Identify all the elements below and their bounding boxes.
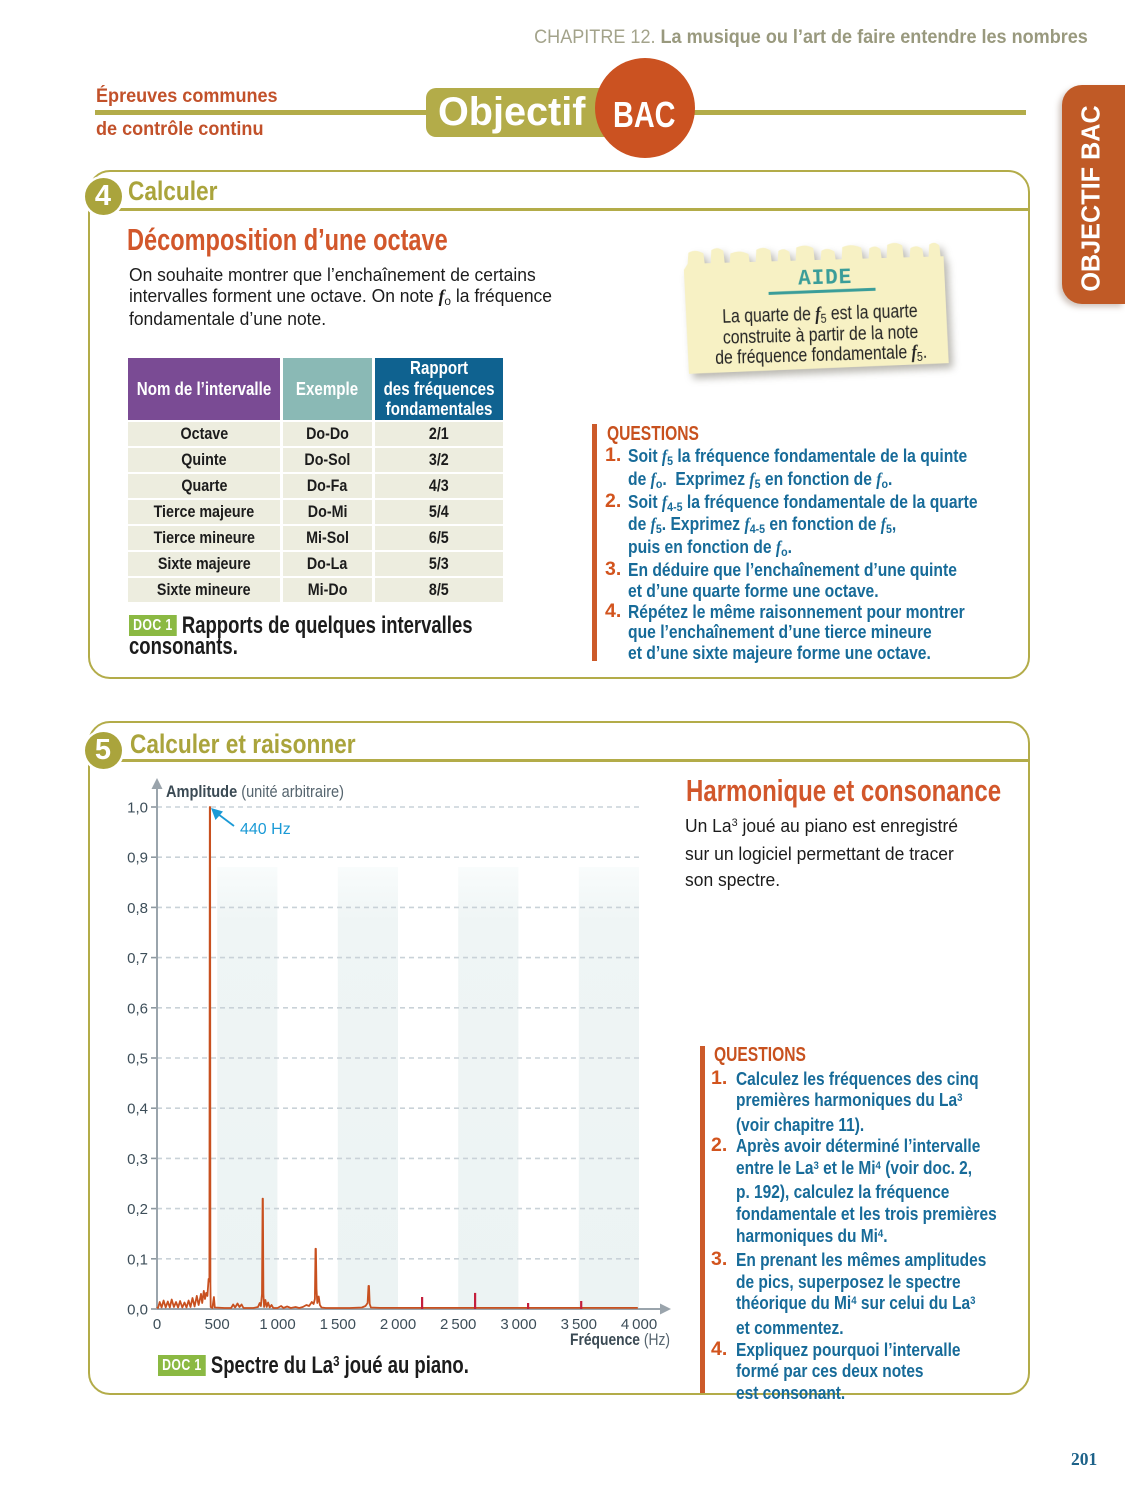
svg-text:0,4: 0,4 (127, 1101, 148, 1118)
svg-text:1 000: 1 000 (259, 1316, 295, 1333)
svg-text:Fréquence (Hz): Fréquence (Hz) (570, 1331, 670, 1349)
svg-text:2 500: 2 500 (440, 1316, 476, 1333)
svg-text:0,5: 0,5 (127, 1051, 148, 1068)
svg-text:2 000: 2 000 (380, 1316, 416, 1333)
svg-text:0,6: 0,6 (127, 1000, 148, 1017)
svg-text:0,3: 0,3 (127, 1151, 148, 1168)
svg-text:0,2: 0,2 (127, 1201, 148, 1218)
svg-text:1 500: 1 500 (320, 1316, 356, 1333)
svg-text:4 000: 4 000 (621, 1316, 657, 1333)
svg-text:0,7: 0,7 (127, 950, 148, 967)
svg-text:0: 0 (153, 1316, 161, 1333)
svg-text:1,0: 1,0 (127, 800, 148, 817)
svg-text:0,8: 0,8 (127, 900, 148, 917)
svg-text:0,1: 0,1 (127, 1251, 148, 1268)
svg-text:0,0: 0,0 (127, 1302, 148, 1319)
svg-text:440 Hz: 440 Hz (240, 821, 291, 838)
svg-text:500: 500 (205, 1316, 230, 1333)
svg-text:3 500: 3 500 (561, 1316, 597, 1333)
svg-text:3 000: 3 000 (500, 1316, 536, 1333)
svg-text:Amplitude (unité arbitraire): Amplitude (unité arbitraire) (166, 783, 344, 801)
svg-text:0,9: 0,9 (127, 850, 148, 867)
